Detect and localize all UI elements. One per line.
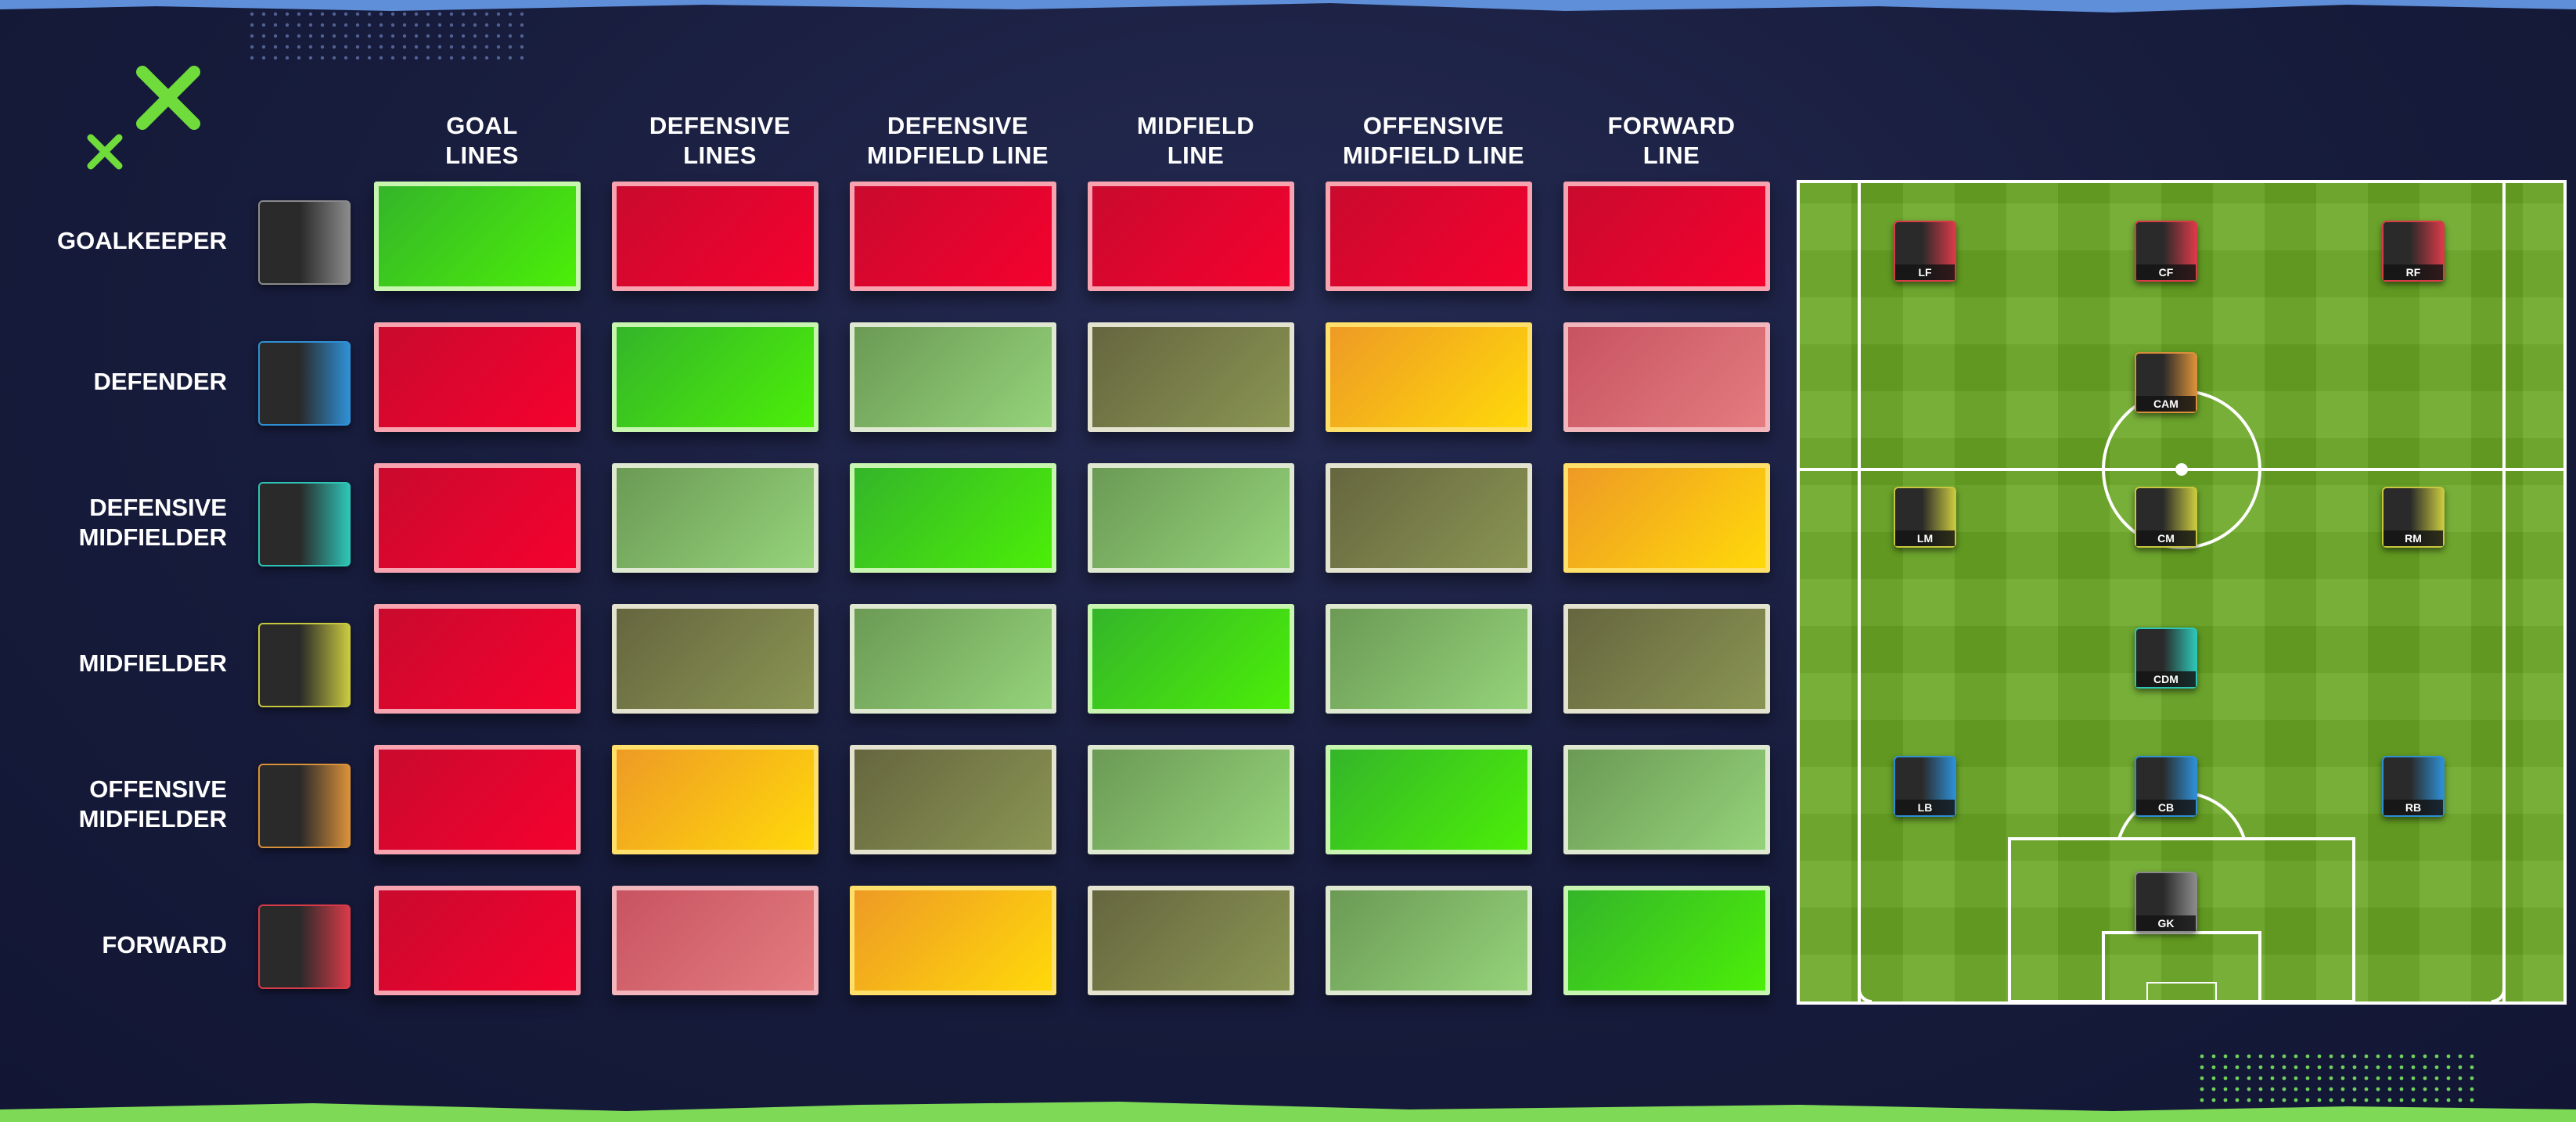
player-position-label: GK [2136, 915, 2196, 931]
player-position-label: CB [2136, 800, 2196, 815]
grid-cell [1326, 745, 1532, 854]
player-card-cb[interactable]: CB [2135, 756, 2197, 817]
dot-pattern-bottom [2200, 1054, 2474, 1102]
player-card-cm[interactable]: CM [2135, 487, 2197, 548]
player-position-label: LF [1895, 264, 1955, 280]
grid-cell [850, 463, 1056, 573]
player-card-rm[interactable]: RM [2382, 487, 2445, 548]
grid-cell [374, 182, 581, 291]
grid-cell [1326, 886, 1532, 995]
grid-cell [1088, 322, 1294, 432]
grid-cell [374, 745, 581, 854]
column-header-forward-line: FORWARD LINE [1607, 112, 1736, 169]
grid-cell [374, 886, 581, 995]
player-card-lb[interactable]: LB [1894, 756, 1956, 817]
row-label-defender: DEFENDER [93, 368, 227, 395]
player-position-label: RF [2384, 264, 2443, 280]
player-card-lm[interactable]: LM [1894, 487, 1956, 548]
grid-cell [1563, 463, 1770, 573]
grid-cell [1563, 604, 1770, 714]
grid-cell [612, 604, 818, 714]
grid-cell [374, 604, 581, 714]
player-card-rf[interactable]: RF [2382, 221, 2445, 282]
player-card-cam[interactable]: CAM [2135, 352, 2197, 413]
grid-cell [612, 182, 818, 291]
dot-pattern-top [250, 12, 524, 60]
grid-cell [850, 745, 1056, 854]
grid-cell [612, 886, 818, 995]
row-label-offensive-midfielder: OFFENSIVE MIDFIELDER [78, 775, 227, 833]
grid-cell [850, 182, 1056, 291]
player-card-gk[interactable]: GK [2135, 872, 2197, 933]
grid-cell [1563, 182, 1770, 291]
player-card-cf[interactable]: CF [2135, 221, 2197, 282]
grid-cell [850, 886, 1056, 995]
player-card-icon-offensive-midfielder [258, 764, 351, 848]
row-label-defensive-midfielder: DEFENSIVE MIDFIELDER [78, 494, 227, 551]
player-card-icon-defender [258, 341, 351, 426]
player-position-label: CM [2136, 530, 2196, 546]
grid-cell [1088, 604, 1294, 714]
column-header-midfield-line: MIDFIELD LINE [1136, 112, 1255, 169]
grid-cell [1563, 322, 1770, 432]
player-card-lf[interactable]: LF [1894, 221, 1956, 282]
grid-cell [850, 322, 1056, 432]
row-label-goalkeeper: GOALKEEPER [56, 227, 227, 254]
formation-pitch: LF CF RF CAM LM CM RM CDM LB CB RB GK [1797, 180, 2567, 1005]
grid-cell [374, 322, 581, 432]
player-position-label: RM [2384, 530, 2443, 546]
player-position-label: CF [2136, 264, 2196, 280]
player-card-cdm[interactable]: CDM [2135, 628, 2197, 689]
grid-cell [1088, 745, 1294, 854]
player-position-label: LB [1895, 800, 1955, 815]
grid-cell [1088, 463, 1294, 573]
column-header-goal-lines: GOAL LINES [445, 112, 519, 169]
player-card-icon-forward [258, 904, 351, 989]
row-label-forward: FORWARD [102, 931, 227, 958]
grid-cell [1088, 886, 1294, 995]
grid-cell [612, 745, 818, 854]
bottom-wave-band [0, 1102, 2576, 1122]
player-card-rb[interactable]: RB [2382, 756, 2445, 817]
column-header-defensive-lines: DEFENSIVE LINES [649, 112, 791, 169]
grid-cell [1326, 604, 1532, 714]
row-label-midfielder: MIDFIELDER [78, 649, 227, 677]
player-card-icon-defensive-midfielder [258, 482, 351, 566]
grid-cell [1326, 322, 1532, 432]
player-position-label: RB [2384, 800, 2443, 815]
grid-cell [612, 463, 818, 573]
column-header-defensive-midfield-line: DEFENSIVE MIDFIELD LINE [866, 112, 1049, 169]
logo-crosses-icon [87, 66, 200, 170]
player-position-label: LM [1895, 530, 1955, 546]
goal-net [2146, 982, 2217, 1002]
player-card-icon-goalkeeper [258, 200, 351, 285]
player-position-label: CAM [2136, 396, 2196, 412]
grid-cell [850, 604, 1056, 714]
player-position-label: CDM [2136, 671, 2196, 687]
grid-cell [1088, 182, 1294, 291]
grid-cell [1326, 182, 1532, 291]
column-header-offensive-midfield-line: OFFENSIVE MIDFIELD LINE [1342, 112, 1525, 169]
grid-cell [1326, 463, 1532, 573]
grid-cell [1563, 745, 1770, 854]
grid-cell [374, 463, 581, 573]
grid-cell [612, 322, 818, 432]
top-wave-band [0, 0, 2576, 13]
player-card-icon-midfielder [258, 623, 351, 707]
grid-cell [1563, 886, 1770, 995]
